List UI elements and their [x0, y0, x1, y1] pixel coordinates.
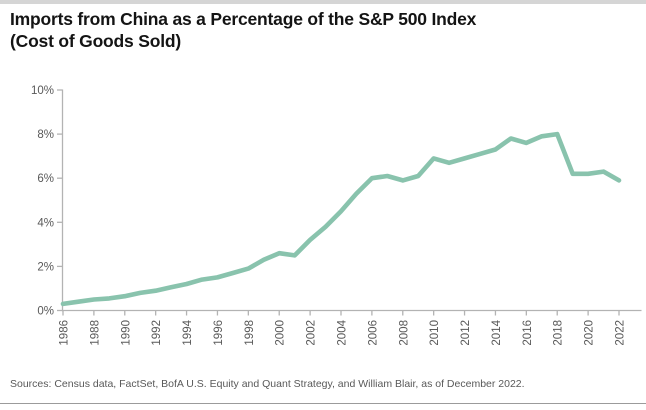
chart-title-line-2: (Cost of Goods Sold) [10, 31, 181, 51]
x-tick-label: 1988 [89, 320, 101, 346]
x-tick-label: 1986 [59, 320, 71, 346]
x-tick-label: 1992 [151, 320, 163, 346]
bottom-rule [0, 403, 646, 405]
x-tick-label: 2006 [367, 320, 379, 346]
x-tick-label: 2018 [553, 320, 565, 346]
y-tick-label: 10% [31, 85, 54, 97]
series-line [60, 131, 622, 307]
y-tick-label: 8% [37, 129, 54, 141]
x-tick-label: 2004 [337, 319, 349, 345]
x-tick-label: 2016 [522, 320, 534, 346]
x-tick-label: 2000 [275, 320, 287, 346]
x-tick-label: 2010 [429, 320, 441, 346]
x-tick-label: 1994 [182, 319, 194, 345]
y-tick-label: 0% [37, 306, 54, 318]
x-tick-label: 2002 [306, 320, 318, 346]
x-tick-label: 2020 [584, 320, 596, 346]
y-tick-label: 2% [37, 261, 54, 273]
y-tick-label: 6% [37, 173, 54, 185]
top-bar [0, 0, 646, 4]
x-tick-label: 2014 [491, 319, 503, 345]
chart-title-line-1: Imports from China as a Percentage of th… [10, 9, 477, 29]
y-tick-label: 4% [37, 217, 54, 229]
x-tick-label: 2008 [398, 320, 410, 346]
x-tick-label: 1990 [120, 320, 132, 346]
x-tick-label: 1998 [244, 320, 256, 346]
source-note: Sources: Census data, FactSet, BofA U.S.… [10, 378, 525, 390]
x-tick-label: 2022 [615, 320, 627, 346]
x-tick-label: 1996 [213, 320, 225, 346]
x-tick-label: 2012 [460, 320, 472, 346]
chart-title: Imports from China as a Percentage of th… [10, 8, 636, 52]
